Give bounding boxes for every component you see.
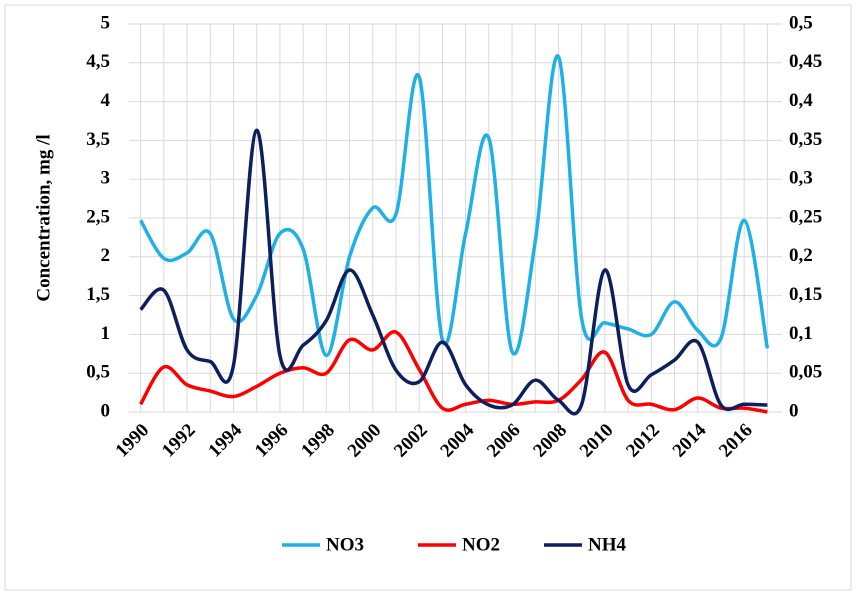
chart-frame — [4, 4, 852, 591]
y2-tick-label: 0,25 — [789, 206, 822, 227]
legend-label: NO3 — [326, 534, 364, 555]
line-series — [139, 128, 768, 416]
y2-tick-label: 0,1 — [789, 323, 813, 344]
y2-tick-label: 0,35 — [789, 129, 822, 150]
line-series — [139, 330, 768, 414]
y-tick-label: 2,5 — [86, 206, 110, 227]
y-axis-title: Concentration, mg /l — [33, 134, 54, 301]
y2-tick-label: 0,4 — [789, 90, 813, 111]
y-tick-label: 2 — [101, 245, 111, 266]
y-tick-label: 3,5 — [86, 129, 110, 150]
legend-label: NO2 — [462, 534, 500, 555]
line-series — [139, 54, 770, 358]
y2-tick-label: 0 — [789, 400, 799, 421]
y-tick-label: 0 — [101, 400, 111, 421]
y-tick-label: 4,5 — [86, 51, 110, 72]
legend-label: NH4 — [588, 534, 627, 555]
y-tick-label: 1,5 — [86, 284, 110, 305]
y-tick-label: 5 — [101, 12, 111, 33]
y-tick-label: 1 — [101, 323, 111, 344]
y2-tick-label: 0,05 — [789, 362, 822, 383]
y2-tick-label: 0,2 — [789, 245, 813, 266]
y2-tick-label: 0,15 — [789, 284, 822, 305]
y2-tick-label: 0,5 — [789, 12, 813, 33]
y2-tick-label: 0,3 — [789, 168, 813, 189]
y-tick-label: 0,5 — [86, 362, 110, 383]
y-tick-label: 3 — [101, 168, 111, 189]
y2-tick-label: 0,45 — [789, 51, 822, 72]
y-tick-label: 4 — [101, 90, 111, 111]
